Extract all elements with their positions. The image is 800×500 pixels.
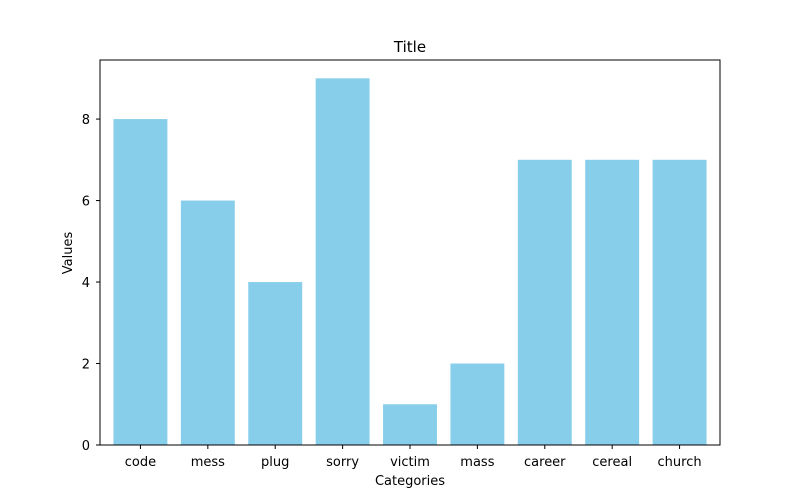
bar-career	[517, 159, 572, 445]
y-tick-label: 2	[82, 358, 90, 373]
y-axis-label: Values	[61, 232, 76, 275]
x-tick-label: plug	[261, 455, 289, 470]
bar-church	[652, 159, 707, 445]
y-tick-label: 6	[82, 195, 90, 210]
x-tick-label: career	[524, 455, 566, 470]
x-tick-label: code	[125, 455, 156, 470]
bar-victim	[383, 404, 437, 445]
bar-mass	[450, 363, 505, 445]
x-tick-label: sorry	[326, 455, 359, 470]
bar-mess	[180, 200, 235, 445]
y-tick-label: 8	[82, 113, 90, 128]
y-axis: 0 2 4 6 8	[82, 113, 100, 454]
bar-plug	[248, 282, 303, 445]
bar-sorry	[315, 78, 370, 445]
x-tick-label: mass	[460, 455, 494, 470]
y-tick-label: 4	[82, 276, 90, 291]
x-tick-label: victim	[390, 455, 430, 470]
plot-frame	[99, 59, 721, 446]
x-axis-label: Categories	[375, 474, 445, 489]
y-tick-label: 0	[82, 439, 90, 454]
x-axis: code mess plug sorry victim mass career cereal c…	[125, 445, 702, 470]
bars-layer	[113, 78, 707, 446]
x-tick-label: church	[658, 455, 702, 470]
x-tick-label: cereal	[592, 455, 632, 470]
bar-cereal	[585, 159, 640, 445]
x-tick-label: mess	[191, 455, 225, 470]
bar-code	[113, 119, 168, 446]
chart-title: Title	[393, 38, 426, 56]
